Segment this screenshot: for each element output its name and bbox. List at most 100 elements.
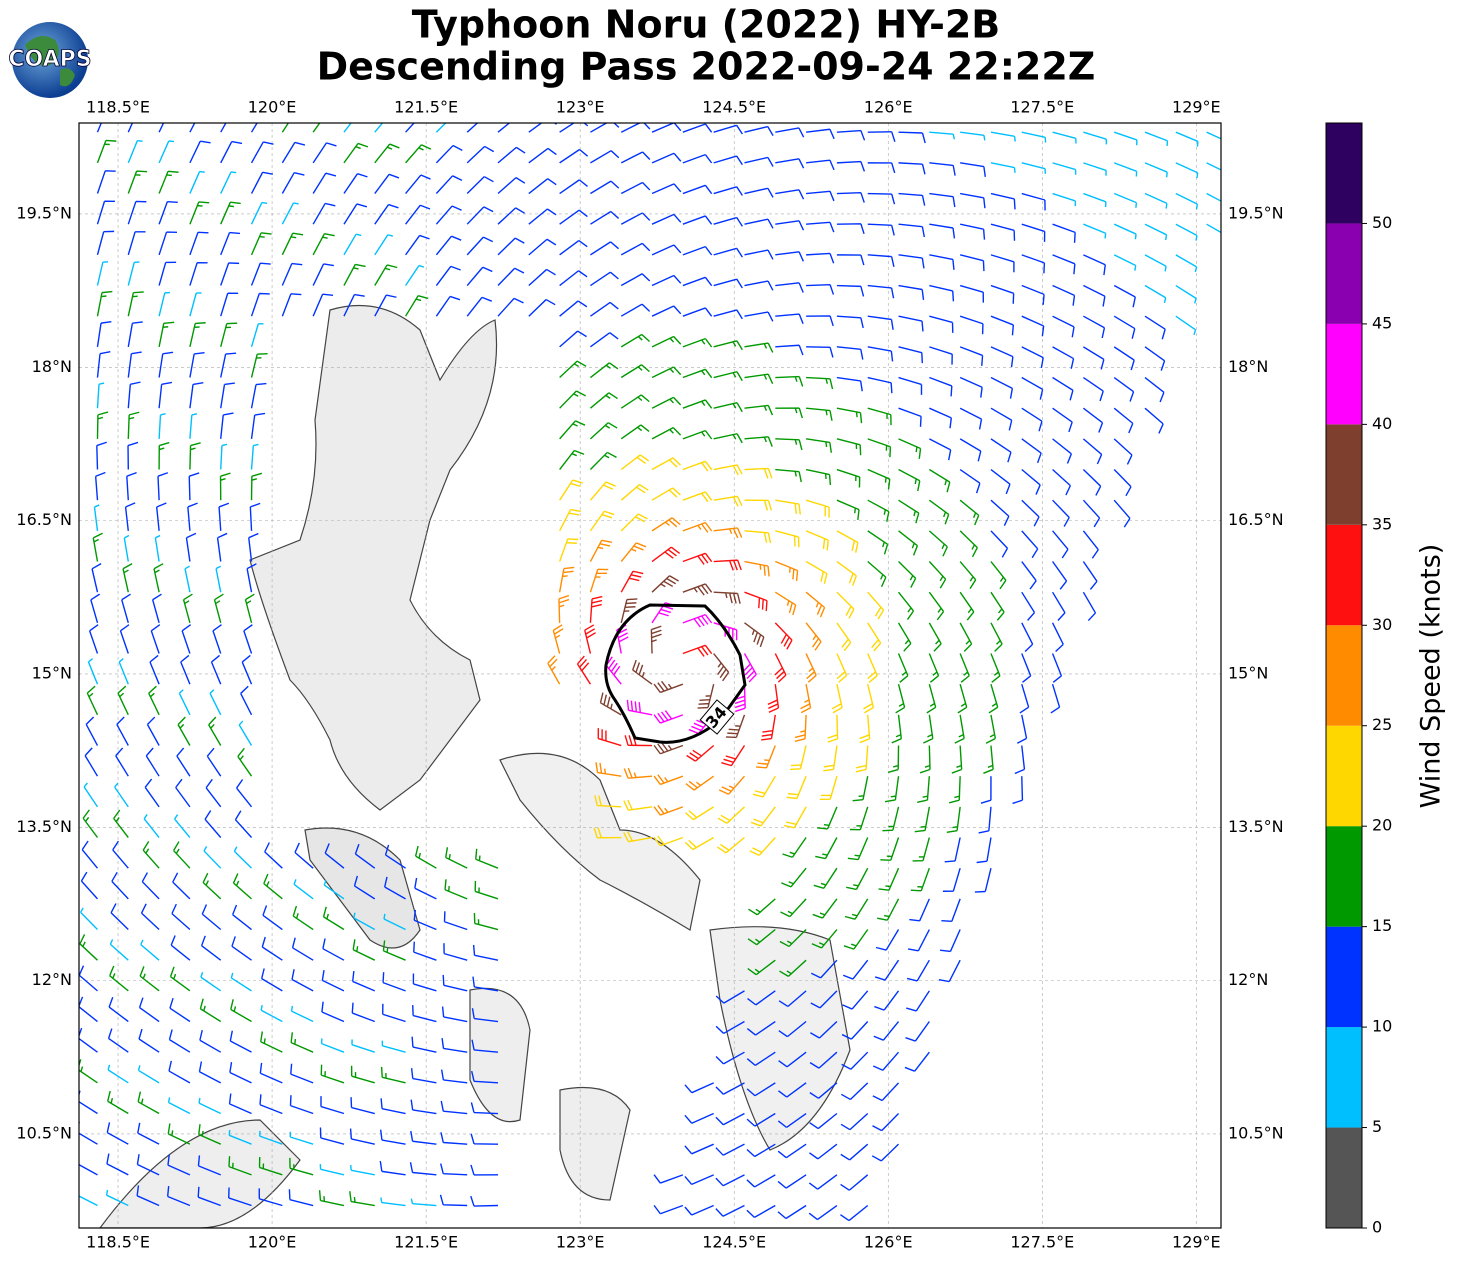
wind-barb [558, 538, 579, 562]
colorbar-segment [1326, 625, 1362, 726]
logo-text: COAPS [8, 47, 91, 72]
wind-barb [1021, 499, 1040, 527]
wind-barb [836, 191, 865, 203]
wind-barb [775, 313, 804, 324]
wind-barb [836, 653, 848, 683]
wind-barb [929, 376, 953, 397]
wind-barb [96, 200, 115, 225]
x-tick-label: 121.5°E [394, 98, 458, 117]
wind-barb [127, 321, 143, 347]
wind-barb [559, 420, 586, 440]
wind-barb [898, 438, 922, 459]
wind-barb [250, 352, 268, 378]
wind-barb [206, 747, 222, 777]
wind-barb [744, 622, 765, 648]
wind-barb [497, 146, 526, 164]
wind-barb [576, 655, 592, 685]
wind-barb [220, 123, 227, 133]
colorbar-segment [1326, 1127, 1362, 1228]
wind-barb [412, 973, 437, 992]
wind-barb [941, 898, 961, 923]
wind-barb [466, 206, 494, 225]
colorbar-frame [1325, 122, 1363, 1229]
wind-barb [1083, 131, 1108, 145]
wind-barb [413, 909, 437, 931]
wind-barb [917, 776, 931, 803]
wind-barb [1021, 530, 1039, 559]
wind-barb [813, 867, 838, 889]
wind-barb [778, 990, 807, 1008]
wind-barb [806, 221, 835, 233]
wind-barb [651, 244, 682, 256]
wind-barb [127, 123, 134, 133]
wind-barb [440, 1100, 468, 1115]
x-tick-label: 118.5°E [86, 1233, 150, 1252]
wind-barb [750, 806, 776, 827]
wind-barb [653, 804, 684, 816]
wind-barb [841, 1051, 869, 1070]
wind-barb [990, 468, 1011, 495]
wind-barb [383, 913, 406, 931]
wind-barb [867, 376, 893, 394]
wind-barb [111, 871, 129, 900]
wind-barb [220, 292, 239, 317]
wind-barb [910, 867, 930, 892]
wind-barb [717, 806, 745, 824]
wind-barb [721, 745, 746, 767]
wind-barb [809, 1051, 838, 1069]
wind-barb [497, 207, 525, 225]
wind-barb [250, 171, 274, 194]
wind-barb [435, 295, 461, 317]
wind-barb [1175, 315, 1197, 336]
wind-barb [682, 245, 713, 256]
wind-barb [842, 959, 869, 980]
wind-barb [748, 898, 776, 916]
wind-barb [414, 877, 437, 900]
wind-barb [213, 593, 224, 624]
wind-barb [263, 873, 283, 900]
wind-barb [898, 561, 917, 588]
wind-barb [220, 352, 237, 378]
wind-barb [891, 714, 903, 744]
wind-barb [116, 716, 129, 746]
wind-barb [836, 284, 865, 297]
wind-barb [928, 499, 950, 525]
wind-barb [559, 360, 587, 379]
wind-barb [847, 837, 869, 861]
wind-barb [142, 840, 160, 869]
wind-barb [205, 778, 222, 808]
wind-barb [620, 333, 651, 348]
wind-barb [1021, 407, 1043, 432]
wind-barb [374, 264, 398, 286]
wind-barb [990, 162, 1016, 173]
wind-barb [158, 291, 171, 317]
wind-barb [127, 291, 144, 317]
wind-barb [248, 532, 259, 562]
map-frame [78, 122, 1222, 1229]
wind-barb [959, 376, 983, 398]
wind-barb [747, 959, 776, 976]
wind-barb [262, 905, 283, 931]
wind-barb [898, 346, 923, 364]
wind-barb [836, 622, 852, 652]
wind-barb [79, 1121, 98, 1145]
wind-barb [1050, 683, 1061, 714]
wind-barb [810, 1021, 838, 1039]
wind-barb [620, 212, 651, 225]
wind-barb [605, 656, 622, 685]
wind-barb [1021, 315, 1045, 337]
wind-barb [1144, 407, 1164, 434]
wind-barb [744, 436, 773, 447]
wind-barb [1082, 407, 1104, 433]
wind-barb [806, 252, 835, 264]
wind-barb [756, 745, 776, 769]
contour-label-box [699, 699, 735, 735]
wind-barb [1021, 162, 1047, 174]
wind-barb [94, 471, 106, 501]
wind-barb [844, 898, 869, 920]
wind-barb [405, 204, 431, 225]
wind-barb [593, 827, 622, 839]
wind-barb [379, 1129, 406, 1145]
wind-barb [189, 352, 205, 378]
wind-barb [250, 262, 271, 286]
